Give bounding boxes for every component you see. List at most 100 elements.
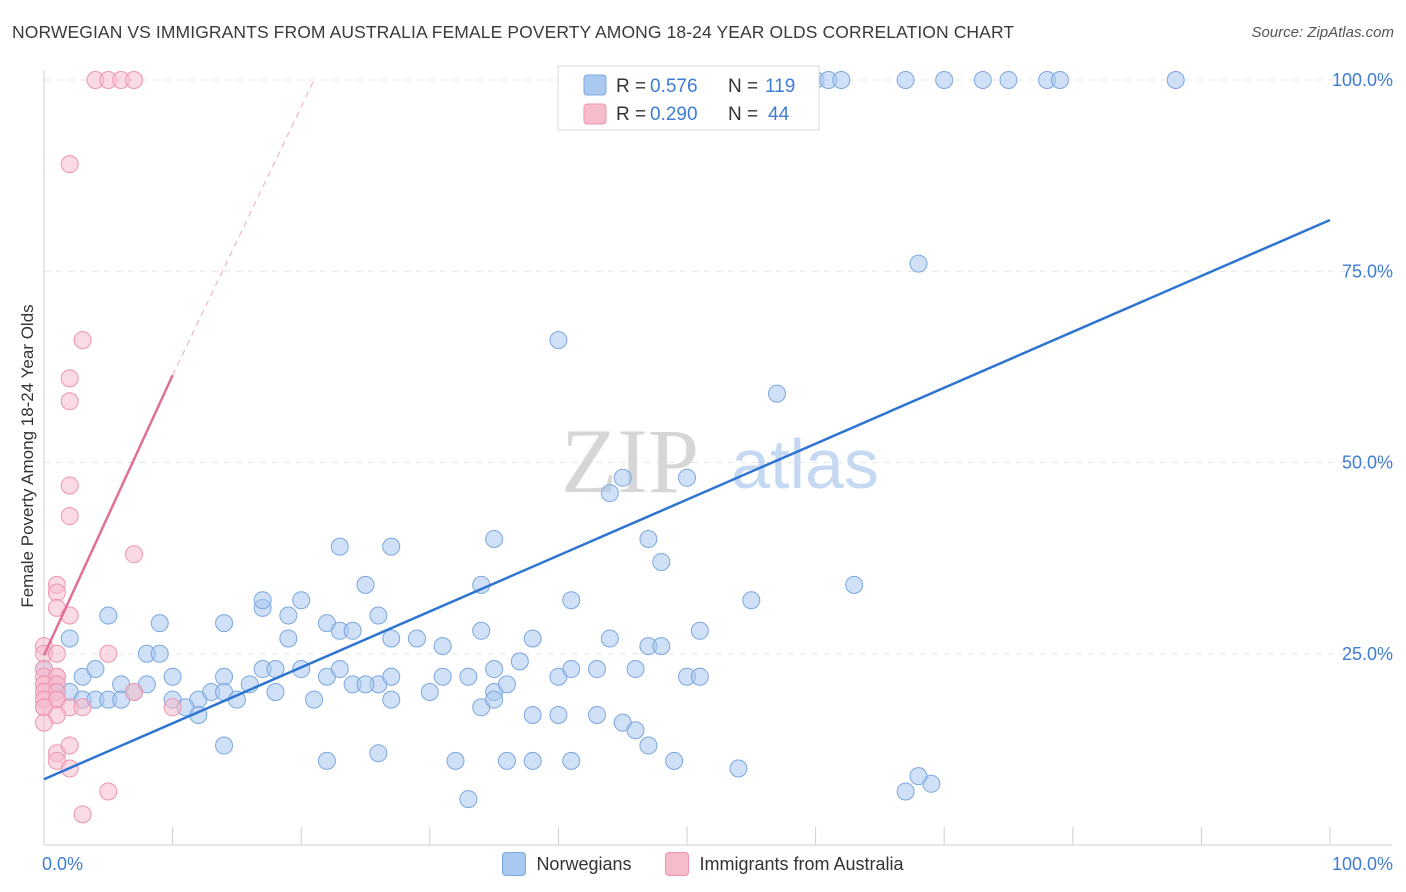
point-norwegians-42 [382, 629, 401, 648]
point-australia-42 [60, 736, 79, 755]
point-norwegians-72 [510, 652, 529, 671]
point-norwegians-111 [497, 751, 516, 770]
point-norwegians-23 [652, 552, 671, 571]
point-norwegians-16 [613, 468, 632, 487]
legend-r-value-2: 0.290 [650, 104, 698, 125]
watermark: ZIP atlas [561, 410, 879, 512]
point-norwegians-108 [317, 751, 336, 770]
point-norwegians-29 [60, 629, 79, 648]
point-norwegians-58 [163, 667, 182, 686]
chart-title: NORWEGIAN VS IMMIGRANTS FROM AUSTRALIA F… [12, 22, 1015, 42]
point-norwegians-21 [485, 530, 504, 548]
point-australia-10 [125, 545, 144, 564]
point-norwegians-46 [523, 629, 542, 648]
point-norwegians-101 [523, 705, 542, 724]
point-norwegians-68 [459, 667, 478, 686]
point-norwegians-9 [999, 71, 1018, 89]
y-tick-label-75: 75.0% [1342, 261, 1393, 281]
point-norwegians-24 [356, 575, 375, 594]
point-norwegians-96 [356, 675, 375, 694]
point-norwegians-44 [433, 637, 452, 656]
y-tick-label-25: 25.0% [1342, 644, 1393, 664]
point-norwegians-112 [523, 751, 542, 770]
point-australia-3 [125, 71, 144, 89]
trend-lines [42, 79, 1331, 781]
point-norwegians-54 [86, 660, 105, 679]
point-australia-5 [73, 331, 92, 350]
point-norwegians-50 [690, 621, 709, 640]
point-norwegians-121 [909, 767, 928, 786]
point-australia-18 [99, 644, 118, 663]
point-norwegians-15 [768, 384, 787, 403]
trend-line-australia-extension [172, 79, 315, 376]
point-australia-8 [60, 476, 79, 495]
point-norwegians-28 [742, 591, 761, 610]
point-norwegians-35 [292, 591, 311, 610]
watermark-atlas: atlas [731, 425, 879, 503]
source-label: Source: ZipAtlas.com [1251, 24, 1394, 41]
series-immigrants-australia [35, 71, 182, 824]
x-tick-label-min: 0.0% [42, 854, 83, 874]
point-norwegians-19 [330, 537, 349, 556]
point-australia-45 [99, 782, 118, 801]
legend-n-label-1: N = [728, 76, 758, 97]
trend-line-norwegians [43, 218, 1331, 781]
point-norwegians-93 [266, 683, 285, 701]
legend-r-label-2: R = [616, 104, 646, 125]
point-norwegians-118 [896, 782, 915, 801]
point-norwegians-59 [215, 667, 234, 686]
point-norwegians-76 [626, 660, 645, 679]
point-norwegians-116 [665, 751, 684, 770]
point-norwegians-32 [215, 614, 234, 633]
legend-n-value-2: 44 [768, 104, 790, 125]
point-norwegians-74 [562, 660, 581, 679]
point-norwegians-36 [279, 606, 298, 625]
legend-swatch-australia [583, 103, 607, 125]
point-norwegians-100 [485, 690, 504, 709]
point-norwegians-6 [896, 71, 915, 89]
point-norwegians-17 [600, 484, 619, 503]
legend-label-australia: Immigrants from Australia [699, 853, 904, 874]
point-australia-39 [125, 683, 144, 701]
point-australia-7 [60, 392, 79, 411]
x-tick-label-max: 100.0% [1332, 854, 1393, 874]
point-australia-9 [60, 507, 79, 526]
point-norwegians-67 [433, 667, 452, 686]
point-norwegians-113 [562, 751, 581, 770]
point-norwegians-27 [562, 591, 581, 610]
point-australia-36 [73, 698, 92, 717]
point-norwegians-102 [549, 705, 568, 724]
point-norwegians-18 [678, 468, 696, 487]
point-australia-46 [73, 805, 92, 824]
point-norwegians-110 [446, 751, 465, 770]
point-norwegians-13 [909, 254, 928, 273]
point-norwegians-5 [832, 71, 851, 89]
point-norwegians-117 [729, 759, 748, 778]
y-tick-label-50: 50.0% [1342, 453, 1393, 473]
point-norwegians-97 [382, 690, 401, 709]
point-norwegians-66 [382, 667, 401, 686]
point-norwegians-22 [639, 530, 658, 548]
point-australia-12 [47, 583, 66, 602]
legend-label-norwegians: Norwegians [536, 853, 632, 874]
point-australia-6 [60, 369, 79, 388]
point-norwegians-31 [150, 614, 169, 633]
point-australia-4 [60, 155, 79, 174]
y-tick-label-100: 100.0% [1332, 70, 1393, 90]
point-australia-38 [35, 713, 53, 732]
point-norwegians-26 [845, 575, 864, 594]
point-norwegians-103 [587, 705, 606, 724]
point-norwegians-78 [690, 667, 709, 686]
point-norwegians-14 [549, 331, 568, 350]
grid-lines [44, 79, 1392, 655]
point-norwegians-71 [497, 675, 516, 694]
point-norwegians-40 [343, 621, 362, 640]
point-australia-40 [163, 698, 182, 717]
point-norwegians-8 [973, 71, 992, 89]
point-norwegians-75 [587, 660, 606, 679]
point-australia-17 [47, 644, 66, 663]
point-norwegians-57 [150, 644, 169, 663]
legend-swatch-pink [665, 852, 690, 876]
legend-item-norwegians: Norwegians [502, 852, 631, 876]
